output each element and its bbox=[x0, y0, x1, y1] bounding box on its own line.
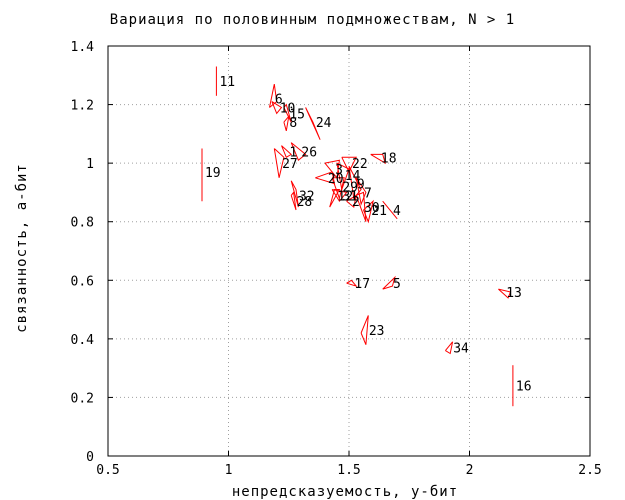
data-point-13 bbox=[498, 288, 512, 299]
data-label-16: 16 bbox=[516, 380, 532, 395]
data-label-24: 24 bbox=[316, 116, 332, 131]
data-point-9 bbox=[348, 165, 362, 200]
data-point-24 bbox=[305, 107, 321, 140]
y-tick-label: 1 bbox=[86, 157, 94, 172]
data-label-14: 14 bbox=[345, 169, 361, 184]
data-label-5: 5 bbox=[393, 277, 401, 292]
data-label-8: 8 bbox=[289, 116, 297, 131]
x-tick-label: 1.5 bbox=[337, 463, 360, 478]
y-tick-label: 0.6 bbox=[71, 274, 94, 289]
data-label-7: 7 bbox=[364, 186, 372, 201]
data-point-28 bbox=[290, 191, 297, 211]
x-axis-label: непредсказуемость, у-бит bbox=[231, 484, 459, 500]
data-label-32: 32 bbox=[299, 189, 315, 204]
data-point-21 bbox=[363, 199, 374, 224]
data-label-31: 31 bbox=[342, 189, 358, 204]
data-point-18 bbox=[370, 153, 387, 165]
x-tick-label: 0.5 bbox=[96, 463, 119, 478]
data-label-13: 13 bbox=[506, 286, 522, 301]
y-tick-label: 0.4 bbox=[71, 333, 95, 348]
data-label-28: 28 bbox=[297, 195, 313, 210]
data-label-29: 29 bbox=[342, 181, 358, 196]
data-point-32 bbox=[290, 180, 299, 208]
y-tick-label: 0.2 bbox=[71, 391, 94, 406]
data-point-29 bbox=[331, 177, 345, 201]
data-label-18: 18 bbox=[381, 151, 397, 166]
data-point-8 bbox=[283, 114, 290, 132]
data-point-14 bbox=[336, 162, 350, 192]
data-point-4 bbox=[382, 200, 398, 220]
data-point-27 bbox=[273, 148, 285, 178]
y-axis-label: связанность, а-бит bbox=[14, 163, 30, 333]
data-label-17: 17 bbox=[354, 277, 370, 292]
data-label-27: 27 bbox=[282, 157, 298, 172]
data-point-26 bbox=[290, 142, 307, 162]
data-label-3: 3 bbox=[335, 163, 343, 178]
data-point-23 bbox=[360, 315, 369, 345]
data-label-30: 30 bbox=[364, 201, 380, 216]
x-tick-label: 1 bbox=[225, 463, 233, 478]
data-label-6: 6 bbox=[275, 93, 283, 108]
y-tick-label: 0.8 bbox=[71, 216, 94, 231]
data-label-11: 11 bbox=[219, 75, 235, 90]
y-tick-label: 1.2 bbox=[71, 99, 94, 114]
data-label-26: 26 bbox=[301, 145, 317, 160]
data-label-9: 9 bbox=[357, 178, 365, 193]
x-tick-label: 2 bbox=[466, 463, 474, 478]
data-point-10 bbox=[271, 101, 283, 115]
data-label-21: 21 bbox=[371, 204, 387, 219]
data-point-12 bbox=[329, 189, 341, 208]
data-label-15: 15 bbox=[289, 107, 305, 122]
data-label-19: 19 bbox=[205, 166, 221, 181]
chart-title: Вариация по половинным подмножествам, N … bbox=[109, 12, 516, 28]
data-label-1: 1 bbox=[289, 145, 297, 160]
data-point-5 bbox=[382, 275, 396, 290]
data-label-34: 34 bbox=[453, 342, 469, 357]
data-label-12: 12 bbox=[338, 189, 354, 204]
data-label-4: 4 bbox=[393, 204, 401, 219]
data-point-34 bbox=[445, 341, 454, 355]
data-point-15 bbox=[283, 103, 292, 123]
data-point-2 bbox=[346, 194, 357, 209]
data-label-23: 23 bbox=[369, 324, 385, 339]
data-label-10: 10 bbox=[280, 102, 296, 117]
data-label-20: 20 bbox=[328, 172, 344, 187]
data-label-22: 22 bbox=[352, 157, 368, 172]
data-point-22 bbox=[341, 156, 358, 174]
data-label-2: 2 bbox=[352, 195, 360, 210]
data-marks bbox=[201, 66, 514, 407]
x-tick-label: 2.5 bbox=[578, 463, 601, 478]
y-tick-label: 0 bbox=[86, 450, 94, 465]
grid-lines bbox=[108, 46, 590, 456]
axis-ticks: 0.5 1 1.5 2 2.5 0 0.2 0.4 0.6 0.8 1 1.2 1.4 bbox=[71, 40, 602, 478]
y-tick-label: 1.4 bbox=[71, 40, 95, 55]
data-point-30 bbox=[355, 191, 367, 222]
data-point-17 bbox=[346, 279, 358, 288]
data-point-1 bbox=[281, 145, 293, 159]
